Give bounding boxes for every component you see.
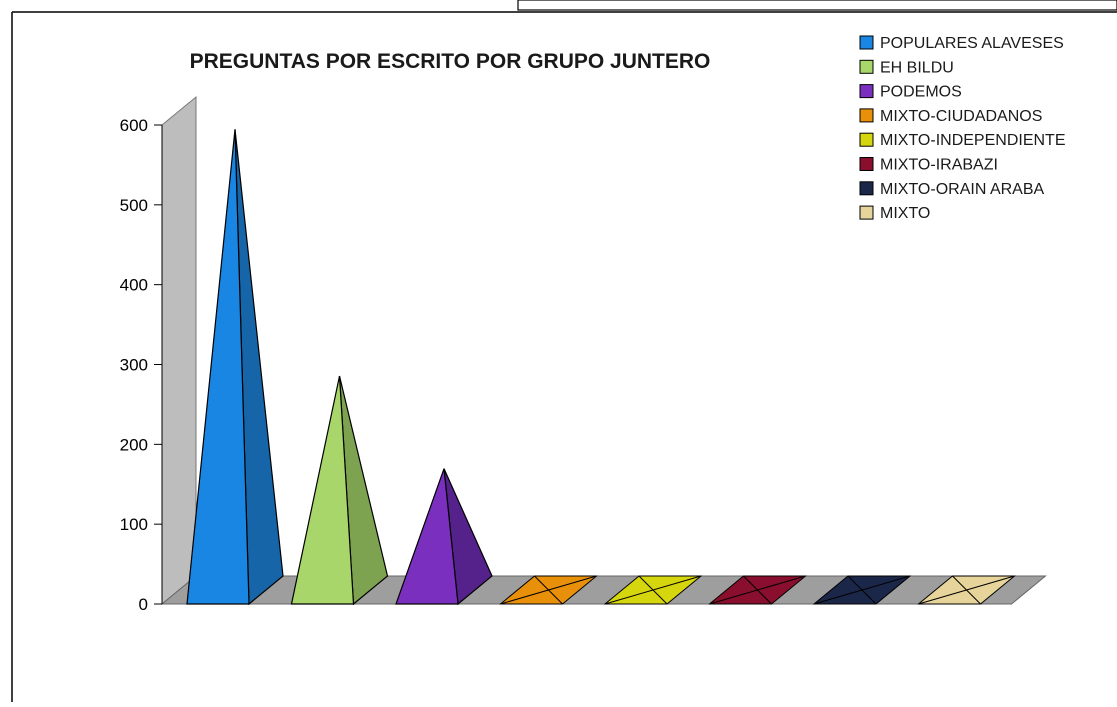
y-tick-label: 200 xyxy=(120,435,148,454)
bar-base-diagonal xyxy=(534,575,563,605)
top-border-strip xyxy=(0,0,1117,12)
legend-label: MIXTO-INDEPENDIENTE xyxy=(880,132,1066,149)
legend-label: MIXTO-ORAIN ARABA xyxy=(880,181,1045,198)
bar-base-diagonal xyxy=(743,575,772,605)
y-axis: 0 100 200 300 400 500 600 xyxy=(120,116,163,614)
bar-5 xyxy=(603,575,703,605)
legend-swatch xyxy=(859,35,874,50)
bar-base-diagonal xyxy=(952,575,981,605)
bar-2 xyxy=(290,375,389,606)
bar-front-face xyxy=(290,375,355,605)
y-tick-label: 100 xyxy=(120,515,148,534)
legend: POPULARES ALAVESES EH BILDU PODEMOS MIXTO-C… xyxy=(859,35,1066,222)
header-box-fragment xyxy=(517,0,1117,11)
bar-7 xyxy=(812,575,912,605)
legend-swatch xyxy=(859,84,874,99)
side-wall xyxy=(161,95,197,606)
bar-8 xyxy=(917,575,1016,605)
chart-title: PREGUNTAS POR ESCRITO POR GRUPO JUNTERO xyxy=(190,50,711,73)
bar-1 xyxy=(186,129,284,606)
y-tick-label: 500 xyxy=(120,196,148,215)
legend-label: PODEMOS xyxy=(880,84,962,101)
legend-label: EH BILDU xyxy=(880,59,954,76)
legend-label: POPULARES ALAVESES xyxy=(880,35,1064,52)
legend-label: MIXTO-CIUDADANOS xyxy=(880,108,1042,125)
bar-6 xyxy=(708,575,807,605)
y-tick-label: 300 xyxy=(120,356,148,375)
y-tick-label: 0 xyxy=(139,595,148,614)
bars-group xyxy=(186,129,1016,606)
legend-label: MIXTO-IRABAZI xyxy=(880,157,998,174)
bar-4 xyxy=(499,575,598,605)
bar-3 xyxy=(395,468,493,606)
legend-swatch xyxy=(859,205,874,220)
bar-base-diagonal xyxy=(638,575,668,605)
y-tick-label: 400 xyxy=(120,276,148,295)
bar-base-diagonal xyxy=(847,575,877,605)
legend-swatch xyxy=(859,181,874,196)
legend-swatch xyxy=(859,108,874,123)
y-tick-label: 600 xyxy=(120,116,148,135)
legend-swatch xyxy=(859,157,874,171)
bar-front-face xyxy=(395,468,459,605)
bar-front-face xyxy=(186,129,250,605)
legend-swatch xyxy=(859,132,874,147)
legend-swatch xyxy=(859,59,874,74)
legend-label: MIXTO xyxy=(880,205,930,222)
